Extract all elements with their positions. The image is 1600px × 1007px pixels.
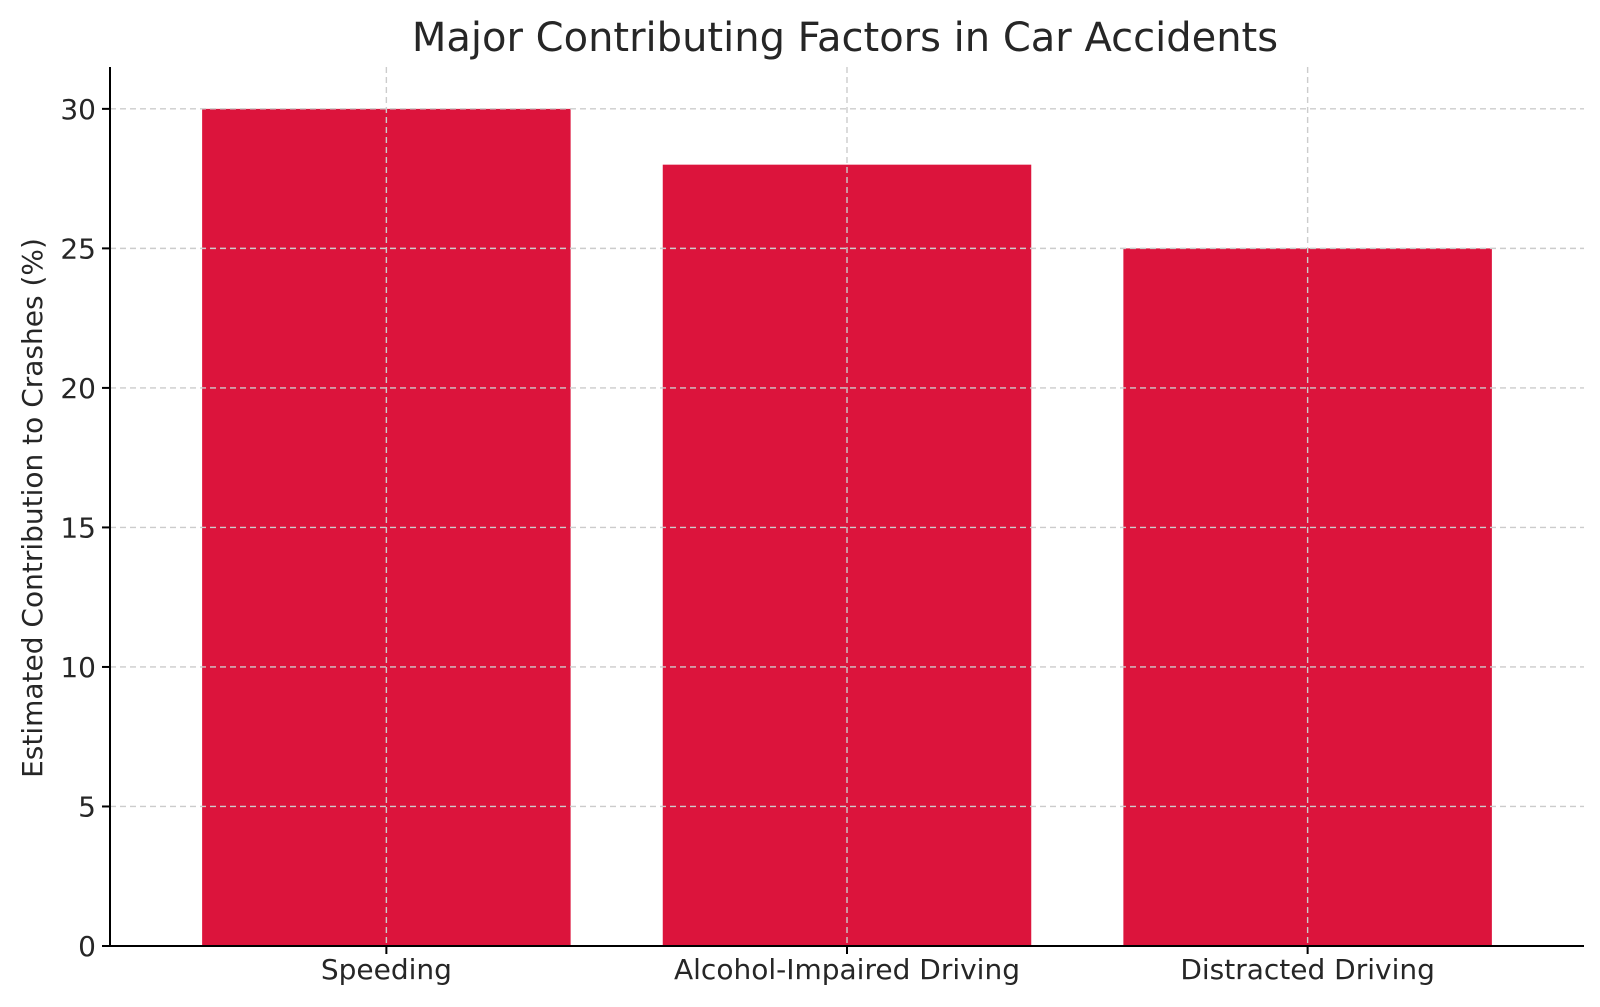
grid-lines: [110, 67, 1584, 946]
y-tick-label: 5: [78, 790, 96, 823]
chart-title: Major Contributing Factors in Car Accide…: [412, 15, 1278, 61]
y-tick-label: 10: [60, 651, 96, 684]
y-tick-label: 20: [60, 372, 96, 405]
bar-alcohol-impaired-driving: [662, 164, 1032, 946]
x-tick-label: Distracted Driving: [1180, 953, 1435, 986]
y-axis-label: Estimated Contribution to Crashes (%): [16, 238, 49, 778]
ticks: 0 5 10 15 20 25 30 Speeding Alcohol-Impaired Dri…: [60, 93, 1435, 986]
y-tick-label: 0: [78, 930, 96, 963]
x-tick-label: Speeding: [321, 953, 452, 986]
x-tick-label: Alcohol-Impaired Driving: [674, 953, 1020, 986]
y-tick-label: 30: [60, 93, 96, 126]
y-tick-label: 15: [60, 511, 96, 544]
y-tick-label: 25: [60, 232, 96, 265]
